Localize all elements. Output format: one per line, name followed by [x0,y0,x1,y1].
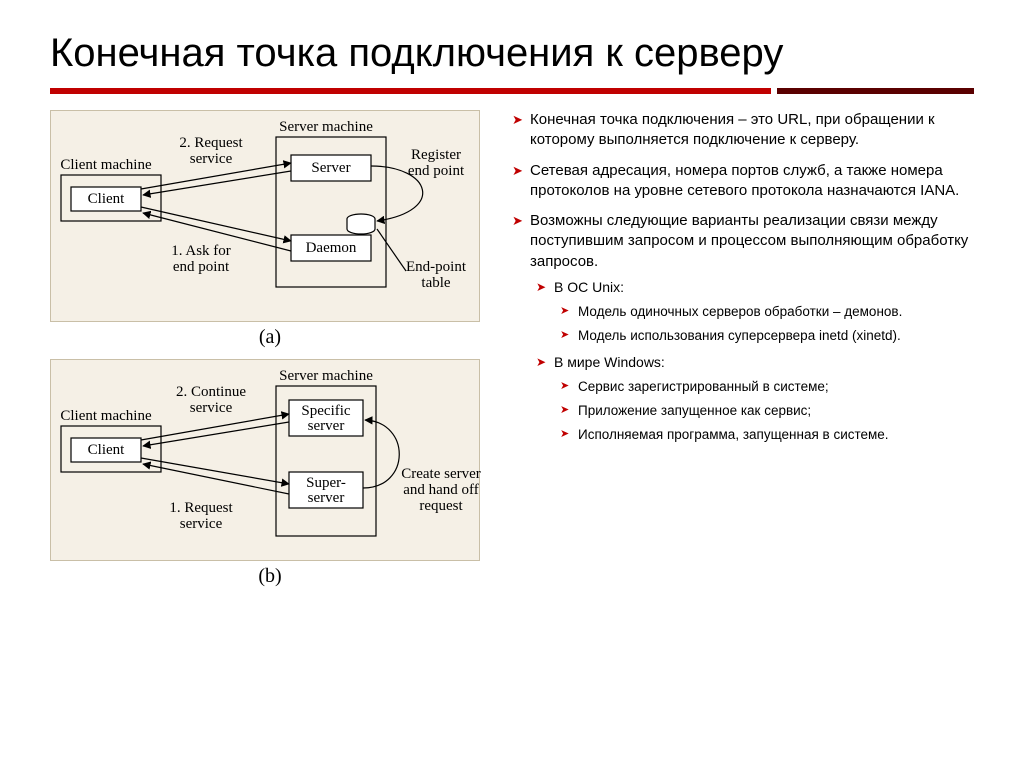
create-l2: and hand off [403,482,479,498]
text-column: Конечная точка подключения – это URL, пр… [512,110,974,598]
create-l1: Create server [401,466,481,482]
endpoint-table-l2: table [421,275,450,291]
arrow-request-service-return [143,171,291,195]
bullet-2: Сетевая адресация, номера портов служб, … [530,161,974,202]
server-machine-label: Server machine [279,119,373,135]
cont-l2: service [190,400,233,416]
endpoint-table-body [347,219,375,234]
title-rule [50,88,974,94]
diagrams-column: Client machine Server machine Client Ser… [50,110,490,598]
register-l2: end point [408,163,465,179]
bullet-3-1: В ОС Unix: Модель одиночных серверов обр… [554,278,974,345]
cont-l1: 2. Continue [176,384,246,400]
server-machine-label-b: Server machine [279,368,373,384]
bullet-3-2-1: Сервис зарегистрированный в системе; [578,378,974,396]
bullet-3-2: В мире Windows: Сервис зарегистрированны… [554,353,974,445]
bullet-3-2-2: Приложение запущенное как сервис; [578,402,974,420]
diagram-b-caption: (b) [50,565,490,588]
arrow-continue-return [143,422,289,446]
client-machine-label: Client machine [60,157,152,173]
client-machine-label-b: Client machine [60,408,152,424]
register-l1: Register [411,147,461,163]
arrow-request-b [141,458,289,484]
bullet-3-2-3: Исполняемая программа, запущенная в сист… [578,426,974,444]
req-b-l1: 1. Request [169,500,233,516]
bullet-3-text: Возможны следующие варианты реализации с… [530,212,968,270]
endpoint-table-l1: End-point [406,259,467,275]
req-service-l1: 2. Request [179,135,243,151]
spec-l2: server [308,418,345,434]
diagram-a-caption: (a) [50,326,490,349]
line-endpoint-table [377,229,406,271]
req-b-l2: service [180,516,223,532]
server-text: Server [311,160,350,176]
spec-l1: Specific [301,403,350,419]
super-l2: server [308,490,345,506]
bullet-3-2-text: В мире Windows: [554,354,665,370]
arrow-request-b-return [143,464,289,494]
arrow-continue [141,414,289,440]
ask-endpoint-l2: end point [173,259,230,275]
bullet-1: Конечная точка подключения – это URL, пр… [530,110,974,151]
arrow-create [363,420,399,488]
super-l1: Super- [306,475,346,491]
bullet-3-1-1: Модель одиночных серверов обработки – де… [578,303,974,321]
bullet-3: Возможны следующие варианты реализации с… [530,211,974,445]
arrow-ask-endpoint [141,207,291,241]
create-l3: request [419,498,463,514]
slide-title: Конечная точка подключения к серверу [50,30,974,76]
client-text-b: Client [88,442,125,458]
bullet-3-1-2: Модель использования суперсервера inetd … [578,327,974,345]
bullet-3-1-text: В ОС Unix: [554,279,624,295]
daemon-text: Daemon [306,240,357,256]
client-text: Client [88,191,125,207]
ask-endpoint-l1: 1. Ask for [171,243,231,259]
diagram-a: Client machine Server machine Client Ser… [50,110,480,322]
req-service-l2: service [190,151,233,167]
diagram-b: Client machine Server machine Client Spe… [50,359,480,561]
